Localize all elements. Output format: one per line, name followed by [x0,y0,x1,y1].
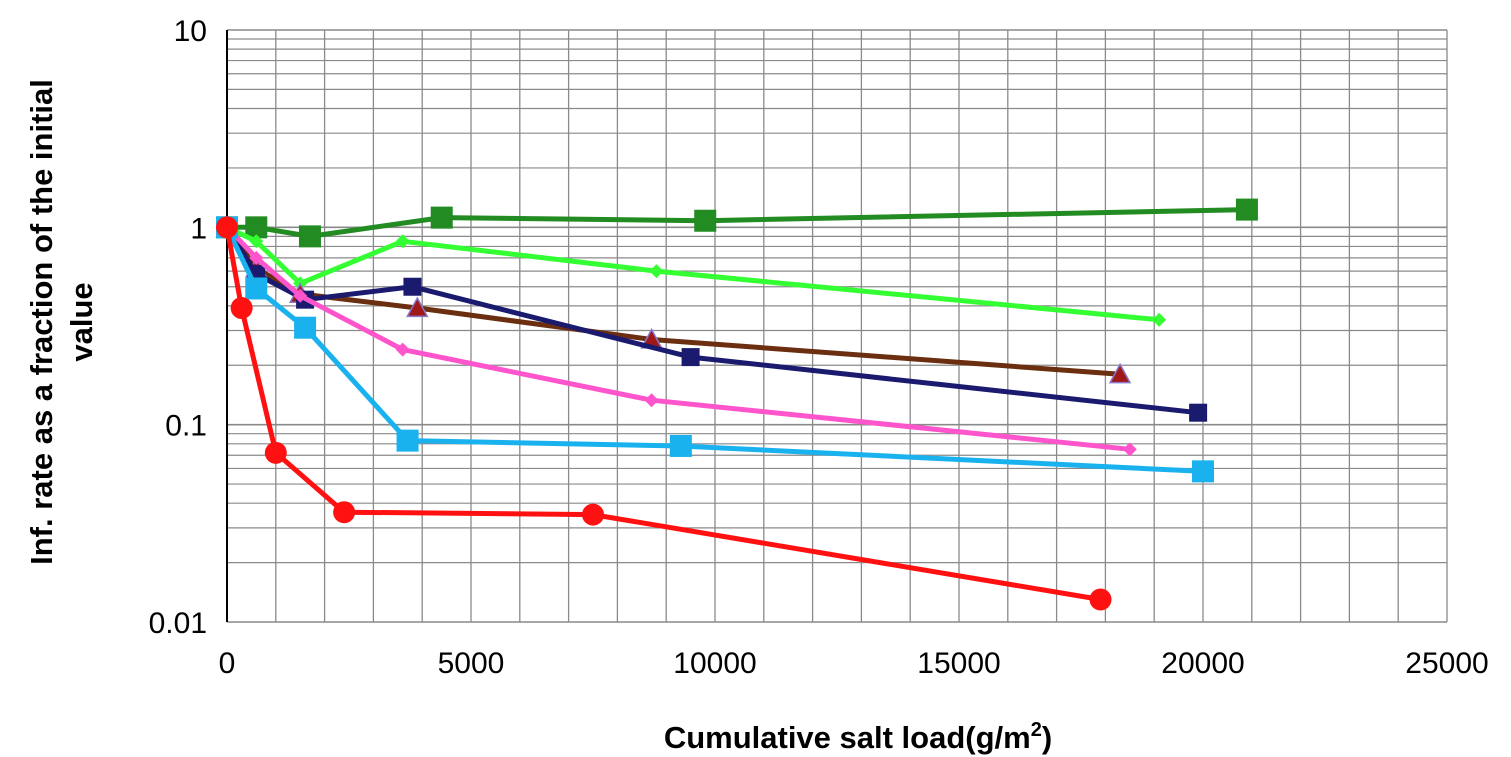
data-point [1189,403,1208,422]
data-point [216,216,238,239]
data-point [395,234,410,249]
data-point [333,501,356,524]
data-point [1152,312,1167,327]
x-axis-ticks: 0 5000 10000 15000 20000 25000 [219,647,1489,680]
series-5 [220,220,1137,457]
y-axis-ticks: 0.01 0.1 1 10 [149,15,207,640]
x-tick-label: 20000 [1161,647,1244,680]
data-point [582,503,604,526]
x-tick-label: 15000 [917,647,1000,680]
data-point [1192,460,1214,483]
chart-grid [226,29,1448,623]
y-tick-label: 10 [174,15,207,48]
series-4 [218,218,1208,422]
x-tick-label: 0 [219,647,236,680]
data-point [1089,588,1112,611]
data-point [406,296,429,318]
data-point [1108,362,1132,384]
y-axis-title-line-1: Inf. rate as a fraction of the initial [24,79,59,565]
data-point [264,441,287,464]
data-point [649,264,664,279]
data-point [249,250,264,265]
series-3 [215,215,1132,384]
data-point [681,348,700,367]
series-line [227,207,1247,239]
data-point [249,234,264,249]
x-axis-title-close: ) [1042,720,1052,755]
data-point [1235,198,1258,221]
data-point [245,277,268,300]
data-point [395,342,410,357]
data-point [694,209,717,232]
data-point [396,429,419,452]
data-point [294,316,317,339]
x-axis-title-superscript: 2 [1031,719,1042,741]
y-tick-label: 0.01 [149,607,207,640]
series-7 [216,216,1112,611]
data-point [403,277,422,296]
y-axis-title: Inf. rate as a fraction of the initial v… [24,79,99,565]
y-axis-title-line-2: value [64,282,99,361]
series-line [225,225,1160,323]
series-layer [215,198,1258,611]
series-line [225,225,1131,452]
y-tick-label: 0.1 [165,410,207,443]
x-axis-title: Cumulative salt load(g/m2) [664,719,1052,755]
data-point [245,216,268,239]
x-tick-label: 10000 [673,647,756,680]
data-point [1122,442,1137,457]
data-point [230,297,253,320]
data-point [669,434,692,457]
x-tick-label: 25000 [1405,647,1488,680]
series-line [224,225,1121,377]
x-tick-label: 5000 [438,647,505,680]
data-point [293,288,308,303]
data-point [430,206,453,229]
series-1 [216,198,1258,248]
data-point [644,393,659,408]
data-point [298,225,321,248]
series-line [224,226,1101,602]
y-tick-label: 1 [190,212,207,245]
